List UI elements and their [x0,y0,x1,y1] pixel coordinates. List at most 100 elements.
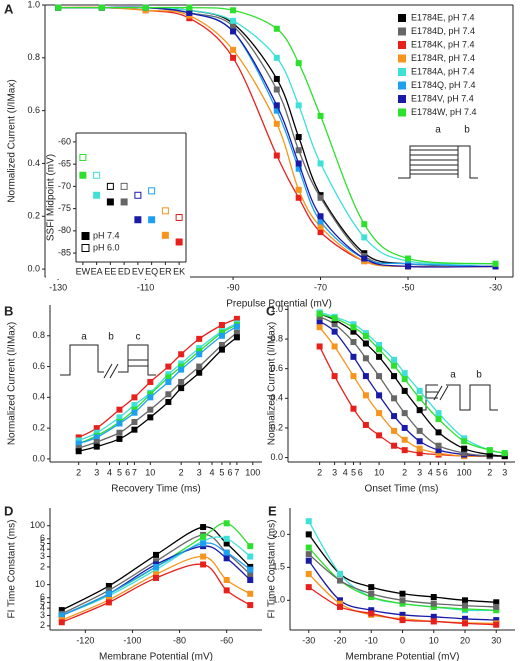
x-tick-label: 6 [125,467,130,477]
legend-swatch [398,27,406,36]
y-tick-label: 1.0 [270,304,283,314]
x-axis-title: Membrane Potential (mV) [99,652,213,661]
data-point [461,450,468,457]
x-tick-label: 3 [332,467,337,477]
y-tick-label: 2.0 [272,529,285,539]
data-point [93,443,100,450]
protocol-label: b [464,125,470,136]
data-point [486,451,493,458]
data-point [218,322,225,329]
data-point [362,340,369,347]
data-point [131,418,138,425]
data-point [186,9,193,16]
y-tick-label: 0.2 [27,211,40,221]
data-point [196,363,203,370]
y-tick-label: -60 [58,136,71,146]
y-tick-label: 1.0 [272,595,285,605]
data-point [376,432,383,439]
x-tick-label: -110 [137,282,154,292]
fit-line [78,318,238,438]
x-tick-label: 3 [417,467,422,477]
data-point [200,540,207,547]
y-tick-label: 2 [40,620,45,630]
fit-line [78,322,238,442]
data-point [401,447,408,454]
x-tick-label: -120 [76,635,94,645]
data-point [493,617,500,624]
data-point [416,395,423,402]
data-point [316,318,323,325]
data-point [230,46,237,53]
data-point [305,570,312,577]
y-tick-label: -75 [58,203,71,213]
data-point [200,561,207,568]
data-point [331,373,338,380]
data-point [305,557,312,564]
legend-swatch [81,232,90,240]
legend-label: E1784Q, pH 7.4 [411,80,476,90]
legend-swatch [398,68,406,76]
data-point [362,392,369,399]
y-tick-label: 5 [40,597,45,607]
data-point [501,450,508,457]
data-point [75,448,82,455]
data-point [368,610,375,617]
x-tick-label: 3 [502,467,507,477]
y-tick-label: 0.8 [270,333,283,343]
y-axis-title: Normalized Current (I/IMax) [7,322,18,445]
data-point [295,165,302,172]
data-point [350,373,357,380]
data-point [405,263,412,270]
data-point [368,584,375,591]
y-axis-title: FI Time Constant (ms) [7,520,18,619]
data-point [147,414,154,421]
data-point [105,599,112,606]
data-point [175,238,183,246]
data-point [116,414,123,421]
data-point [401,436,408,443]
data-point [295,102,302,109]
data-point [106,198,114,206]
data-point [391,413,398,420]
protocol-label: a [81,332,87,343]
data-point [391,427,398,434]
y-tick-label: 3 [40,551,45,561]
data-point [147,378,154,385]
data-point [247,566,254,573]
legend-swatch [398,54,406,63]
data-point [93,425,100,432]
data-point [165,374,172,381]
fit-line [78,325,238,445]
data-point [430,613,437,620]
data-point [116,406,123,413]
data-point [331,321,338,328]
protocol-label: c [136,332,141,343]
data-point [376,392,383,399]
x-tick-label: 5 [219,467,224,477]
y-tick-label: 0.4 [270,393,283,403]
data-point [399,600,406,607]
y-tick-label: -65 [58,159,71,169]
data-point [55,4,62,11]
data-point [116,429,123,436]
data-point [147,406,154,413]
panel-label: A [4,1,14,16]
data-point [361,234,368,241]
panel-label: B [4,303,13,318]
data-point [493,599,500,606]
x-tick-label: 3 [94,467,99,477]
data-point [399,611,406,618]
legend-label: E1784A, pH 7.4 [411,66,475,76]
data-point [305,518,312,525]
data-point [223,549,230,556]
data-point [200,553,207,560]
data-point [399,597,406,604]
data-point [165,398,172,405]
data-point [273,86,280,93]
data-point [116,420,123,427]
x-tick-label: -10 [365,635,378,645]
data-point [401,370,408,377]
data-point [247,543,254,550]
protocol-label: b [108,332,114,343]
data-point [120,182,128,190]
